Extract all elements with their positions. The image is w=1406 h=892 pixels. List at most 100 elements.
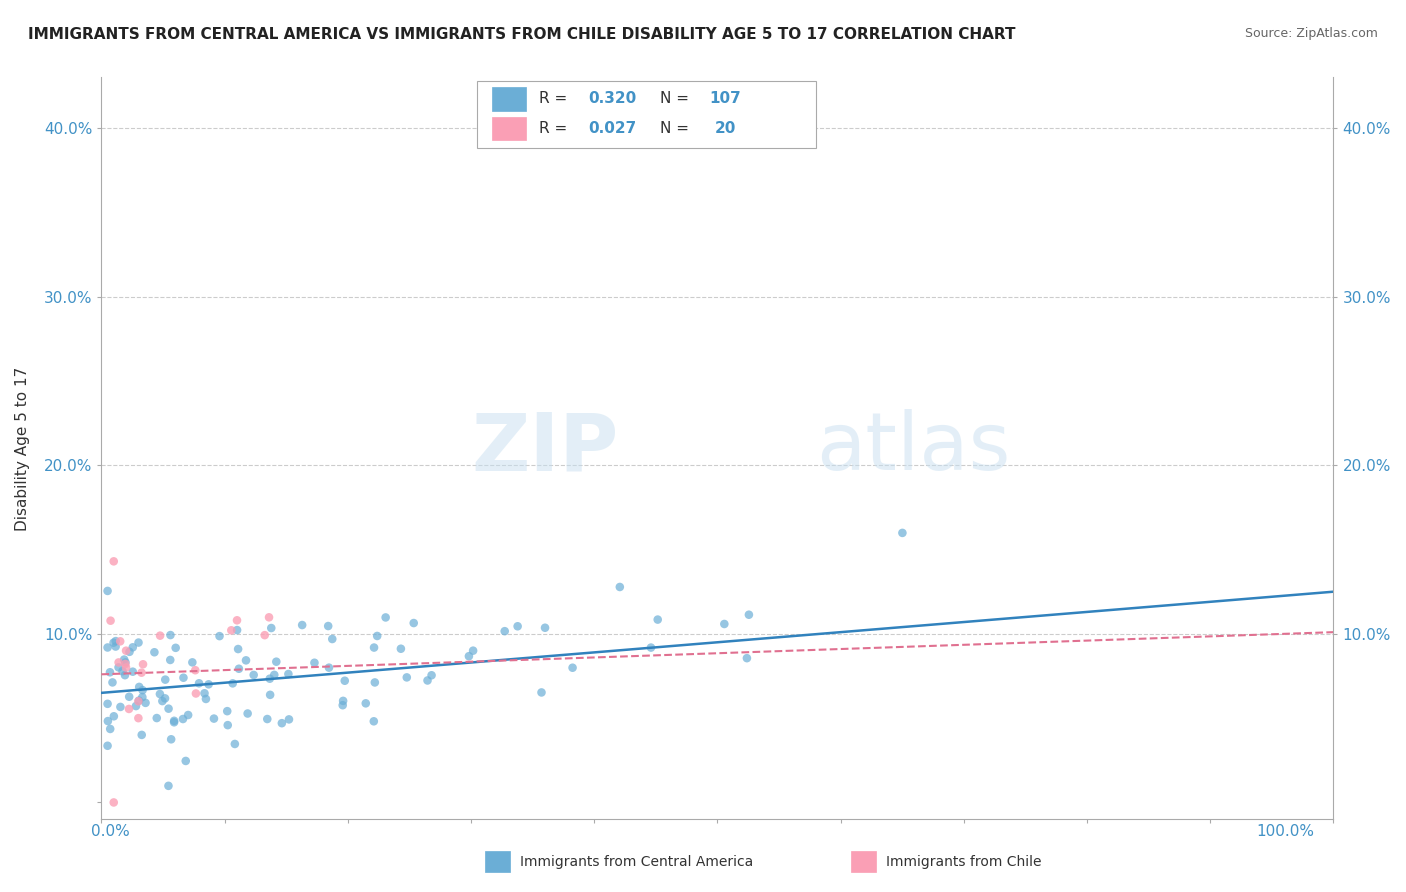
Point	[131, 728, 153, 742]
Point	[364, 675, 387, 690]
FancyBboxPatch shape	[477, 81, 815, 148]
Point	[395, 670, 418, 684]
Point	[647, 613, 669, 627]
Text: Immigrants from Chile: Immigrants from Chile	[886, 855, 1042, 869]
Point	[217, 704, 239, 718]
Point	[163, 715, 186, 730]
Point	[242, 668, 264, 682]
Text: 107: 107	[709, 92, 741, 106]
Point	[159, 653, 181, 667]
Point	[194, 692, 217, 706]
Point	[101, 675, 124, 690]
Point	[111, 664, 134, 678]
Point	[259, 688, 281, 702]
Point	[270, 716, 292, 731]
Point	[172, 671, 194, 685]
Point	[363, 640, 385, 655]
Point	[114, 657, 136, 671]
Point	[278, 712, 301, 726]
Point	[420, 668, 443, 682]
Point	[738, 607, 761, 622]
Point	[226, 613, 249, 627]
Point	[177, 708, 200, 723]
Point	[208, 629, 231, 643]
Text: 100.0%: 100.0%	[1257, 824, 1315, 838]
Point	[277, 667, 299, 681]
Point	[165, 640, 187, 655]
Point	[226, 642, 249, 657]
Point	[104, 634, 127, 648]
Point	[115, 643, 138, 657]
Point	[236, 706, 259, 721]
Point	[97, 697, 120, 711]
Point	[366, 629, 388, 643]
Point	[228, 662, 250, 676]
Text: IMMIGRANTS FROM CENTRAL AMERICA VS IMMIGRANTS FROM CHILE DISABILITY AGE 5 TO 17 : IMMIGRANTS FROM CENTRAL AMERICA VS IMMIG…	[28, 27, 1015, 42]
Point	[112, 652, 135, 666]
Text: ZIP: ZIP	[471, 409, 619, 487]
Point	[530, 685, 553, 699]
Point	[98, 722, 121, 736]
Y-axis label: Disability Age 5 to 17: Disability Age 5 to 17	[15, 367, 30, 531]
Point	[127, 711, 149, 725]
Point	[640, 640, 662, 655]
Point	[291, 618, 314, 632]
Bar	[492, 87, 526, 111]
Point	[197, 677, 219, 691]
Point	[131, 690, 153, 705]
Point	[172, 712, 194, 726]
Point	[155, 673, 177, 687]
Point	[332, 698, 354, 713]
Point	[221, 624, 243, 638]
Bar	[492, 117, 526, 141]
Point	[127, 694, 149, 708]
Point	[114, 656, 136, 670]
Point	[174, 754, 197, 768]
Point	[494, 624, 516, 639]
Text: N =: N =	[659, 121, 693, 136]
Point	[97, 640, 120, 655]
Point	[98, 665, 121, 680]
Point	[181, 656, 204, 670]
Text: R =: R =	[538, 92, 572, 106]
Point	[163, 714, 186, 728]
Point	[128, 680, 150, 694]
Text: 0.027: 0.027	[588, 121, 637, 136]
Point	[321, 632, 343, 646]
Point	[114, 668, 136, 682]
Point	[332, 694, 354, 708]
Point	[193, 686, 215, 700]
Point	[153, 691, 176, 706]
Point	[304, 656, 326, 670]
Point	[103, 796, 125, 810]
Point	[713, 617, 735, 632]
Point	[561, 661, 583, 675]
Point	[374, 610, 396, 624]
Point	[188, 676, 211, 690]
Point	[389, 641, 412, 656]
Point	[257, 610, 280, 624]
Point	[363, 714, 385, 729]
Point	[160, 732, 183, 747]
Text: 0.0%: 0.0%	[91, 824, 131, 838]
Point	[318, 660, 340, 674]
Point	[125, 699, 148, 714]
Point	[103, 636, 125, 650]
Text: atlas: atlas	[815, 409, 1011, 487]
Point	[100, 614, 122, 628]
Point	[217, 718, 239, 732]
Point	[157, 701, 180, 715]
Text: 20: 20	[716, 121, 737, 136]
Point	[128, 635, 150, 649]
Point	[149, 629, 172, 643]
Point	[118, 690, 141, 704]
Point	[184, 686, 207, 700]
Point	[121, 665, 143, 679]
Point	[103, 554, 125, 568]
Point	[149, 687, 172, 701]
Point	[260, 621, 283, 635]
Point	[135, 696, 157, 710]
Point	[115, 660, 138, 674]
Point	[222, 676, 245, 690]
Point	[97, 714, 120, 728]
